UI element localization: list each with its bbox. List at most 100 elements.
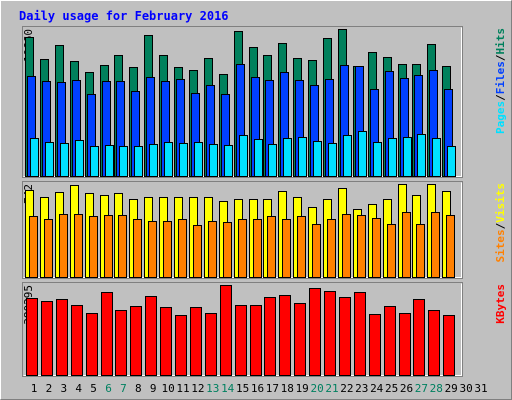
bar <box>208 221 217 278</box>
bar <box>30 138 39 177</box>
bar <box>118 215 127 278</box>
bar <box>179 143 188 177</box>
bar <box>250 305 262 376</box>
bar <box>89 216 98 278</box>
bar <box>238 219 247 278</box>
bar <box>283 138 292 177</box>
bar <box>297 216 306 278</box>
bar <box>327 219 336 278</box>
legend: Sites/Visits <box>494 183 507 263</box>
bar <box>86 313 98 376</box>
bar <box>253 219 262 278</box>
bar <box>369 314 381 376</box>
x-tick-label: 14 <box>221 382 235 395</box>
bar <box>358 131 367 177</box>
x-tick-label: 9 <box>150 382 157 395</box>
bar <box>209 144 218 177</box>
legend-entry: Sites <box>494 229 507 262</box>
bar <box>328 143 337 177</box>
legend: KBytes <box>494 284 507 324</box>
bar <box>163 221 172 278</box>
bar <box>26 298 38 376</box>
bar <box>90 146 99 177</box>
bar <box>104 215 113 278</box>
bar <box>402 212 411 278</box>
bar <box>45 142 54 177</box>
bar <box>282 219 291 278</box>
x-tick-label: 5 <box>90 382 97 395</box>
bar <box>160 307 172 376</box>
bar <box>44 219 53 278</box>
bar <box>298 137 307 177</box>
bar <box>190 307 202 376</box>
x-tick-label: 4 <box>75 382 82 395</box>
x-tick-label: 22 <box>340 382 353 395</box>
legend-entry: KBytes <box>494 284 507 324</box>
x-tick-label: 31 <box>474 382 487 395</box>
bar <box>339 297 351 376</box>
bar <box>373 142 382 177</box>
bar <box>115 310 127 376</box>
bar <box>342 214 351 278</box>
x-tick-label: 21 <box>325 382 338 395</box>
bar <box>267 216 276 278</box>
bar <box>357 215 366 278</box>
bar <box>372 218 381 278</box>
bar <box>194 142 203 177</box>
bar <box>309 288 321 376</box>
legend-separator: / <box>494 94 507 101</box>
x-tick-label: 25 <box>385 382 398 395</box>
legend-entry: Files <box>494 61 507 94</box>
x-tick-label: 12 <box>191 382 204 395</box>
x-tick-label: 3 <box>60 382 67 395</box>
bar <box>268 144 277 177</box>
x-tick-label: 1 <box>31 382 38 395</box>
x-tick-label: 26 <box>400 382 413 395</box>
x-tick-label: 29 <box>445 382 458 395</box>
bar <box>447 146 456 177</box>
bar <box>220 285 232 376</box>
bar <box>224 145 233 177</box>
bar <box>193 225 202 278</box>
bar <box>417 134 426 177</box>
bar <box>264 297 276 376</box>
bar <box>313 141 322 177</box>
bar <box>75 140 84 177</box>
x-tick-label: 15 <box>236 382 249 395</box>
x-tick-label: 8 <box>135 382 142 395</box>
bar <box>279 295 291 376</box>
x-tick-label: 11 <box>176 382 189 395</box>
x-tick-label: 23 <box>355 382 368 395</box>
bar <box>416 224 425 278</box>
bar <box>384 306 396 376</box>
bar <box>413 299 425 376</box>
bar <box>74 214 83 278</box>
x-tick-label: 19 <box>296 382 309 395</box>
bar <box>175 315 187 376</box>
bar <box>178 219 187 278</box>
bar <box>145 296 157 376</box>
x-tick-label: 24 <box>370 382 384 395</box>
bar <box>432 138 441 177</box>
x-tick-label: 16 <box>251 382 264 395</box>
bar <box>354 292 366 376</box>
bar <box>223 222 232 278</box>
legend-separator: / <box>494 54 507 61</box>
x-tick-label: 10 <box>161 382 174 395</box>
bar <box>164 142 173 177</box>
legend-entry: Pages <box>494 101 507 134</box>
x-tick-label: 30 <box>459 382 472 395</box>
bar <box>56 299 68 376</box>
bar <box>105 145 114 177</box>
chart-title: Daily usage for February 2016 <box>19 9 229 23</box>
bar <box>205 313 217 376</box>
bar <box>403 137 412 177</box>
x-tick-label: 13 <box>206 382 219 395</box>
bar <box>59 214 68 278</box>
bar <box>60 143 69 177</box>
bar <box>312 224 321 278</box>
bar <box>428 310 440 376</box>
bar <box>101 292 113 376</box>
